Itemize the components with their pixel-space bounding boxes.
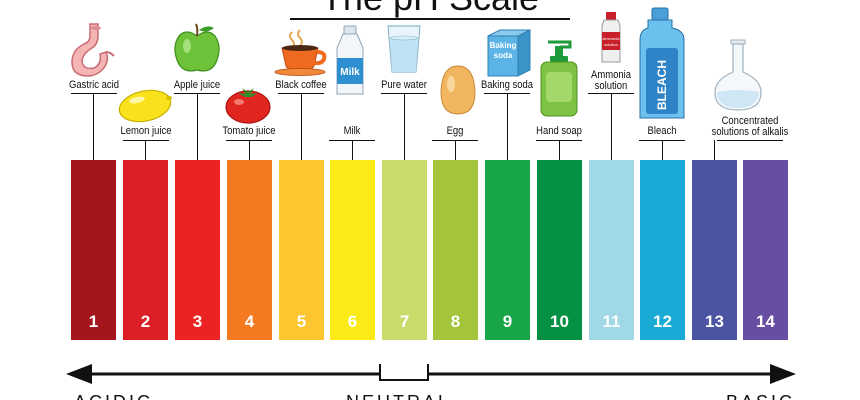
label-hand-soap-connector xyxy=(559,140,560,168)
ph-strip-13: 13 xyxy=(692,160,737,340)
ph-number: 10 xyxy=(550,312,569,331)
label-pure-water: Pure water xyxy=(381,79,427,91)
label-baking-soda: Baking soda xyxy=(480,79,534,91)
ph-number: 5 xyxy=(296,312,307,331)
water-glass-icon xyxy=(387,25,421,73)
baking-soda-box-text-2: soda xyxy=(494,51,513,60)
coffee-cup-icon xyxy=(274,29,327,76)
ph-number: 9 xyxy=(502,312,513,331)
milk-bottle-text: Milk xyxy=(340,67,360,78)
label-concentrated-alkalis-line: solutions of alkalis xyxy=(711,126,789,138)
ph-strip-8: 8 xyxy=(433,160,478,340)
label-black-coffee-connector xyxy=(301,93,302,168)
label-milk: Milk xyxy=(343,125,361,137)
ammonia-bottle-text-2: solution xyxy=(604,42,618,47)
label-bleach: Bleach xyxy=(647,125,677,137)
label-apple-juice-connector xyxy=(197,93,198,168)
label-apple-juice: Apple juice xyxy=(173,79,221,91)
ph-strip-3: 3 xyxy=(175,160,220,340)
ph-strip-7: 7 xyxy=(382,160,427,340)
label-bleach-connector xyxy=(662,140,663,168)
label-tomato-juice: Tomato juice xyxy=(222,125,276,137)
label-tomato-juice-connector xyxy=(249,140,250,168)
ph-strip-2: 2 xyxy=(123,160,168,340)
ph-number: 4 xyxy=(244,312,255,331)
ph-strip-14: 14 xyxy=(743,160,788,340)
ph-number: 14 xyxy=(756,312,775,331)
ph-strip-10: 10 xyxy=(537,160,582,340)
label-baking-soda-connector xyxy=(507,93,508,168)
ph-number: 13 xyxy=(705,312,724,331)
label-egg: Egg xyxy=(446,125,464,137)
tomato-icon xyxy=(225,88,271,124)
stomach-icon xyxy=(71,23,115,77)
ph-number: 8 xyxy=(450,312,461,331)
page-title: The pH Scale xyxy=(290,0,570,18)
ph-strip-1: 1 xyxy=(71,160,116,340)
label-lemon-juice: Lemon juice xyxy=(120,125,172,137)
baking-soda-box-text-1: Baking xyxy=(490,41,517,50)
ph-number: 3 xyxy=(192,312,203,331)
title-underline xyxy=(290,18,570,20)
label-hand-soap: Hand soap xyxy=(536,125,582,137)
flask-icon xyxy=(714,39,762,111)
label-concentrated-alkalis-underline xyxy=(717,140,783,141)
baking-soda-box-icon: Baking soda xyxy=(487,29,531,77)
bleach-bottle-text: BLEACH xyxy=(655,60,669,110)
label-egg-connector xyxy=(455,140,456,168)
ammonia-bottle-icon: Ammonia solution xyxy=(601,12,621,63)
egg-icon xyxy=(440,65,476,115)
ph-strip-9: 9 xyxy=(485,160,530,340)
ph-number: 7 xyxy=(399,312,410,331)
label-black-coffee: Black coffee xyxy=(275,79,327,91)
ph-strip-5: 5 xyxy=(279,160,324,340)
neutral-label: NEUTRAL xyxy=(346,392,451,400)
milk-bottle-icon: Milk xyxy=(336,25,364,95)
label-lemon-juice-connector xyxy=(145,140,146,168)
label-ammonia-solution-line: Ammonia xyxy=(591,69,631,81)
ph-number: 6 xyxy=(347,312,358,331)
label-pure-water-connector xyxy=(404,93,405,168)
label-ammonia-solution: Ammonia solution xyxy=(559,70,662,92)
label-gastric-acid-connector xyxy=(93,93,94,168)
acid-base-arrow xyxy=(66,364,796,384)
ph-number: 1 xyxy=(88,312,99,331)
hand-soap-icon xyxy=(540,40,578,117)
ph-number: 11 xyxy=(602,312,621,331)
ph-strip-6: 6 xyxy=(330,160,375,340)
bleach-bottle-icon: BLEACH xyxy=(639,7,685,119)
acidic-label: ACIDIC xyxy=(74,392,153,400)
ph-strip-11: 11 xyxy=(589,160,634,340)
label-milk-connector xyxy=(352,140,353,168)
ph-strip-12: 12 xyxy=(640,160,685,340)
label-gastric-acid-underline xyxy=(71,93,117,94)
label-gastric-acid: Gastric acid xyxy=(69,79,119,91)
label-ammonia-solution-connector xyxy=(611,93,612,168)
label-lemon-juice-underline xyxy=(123,140,169,141)
label-concentrated-alkalis-connector xyxy=(714,140,715,168)
ph-number: 2 xyxy=(140,312,151,331)
basic-label: BASIC xyxy=(726,392,795,400)
label-concentrated-alkalis: Concentrated solutions of alkalis xyxy=(698,116,801,138)
label-concentrated-alkalis-line: Concentrated xyxy=(721,115,779,127)
ph-strip-4: 4 xyxy=(227,160,272,340)
lemon-icon xyxy=(118,89,172,123)
ammonia-bottle-text-1: Ammonia xyxy=(603,36,621,41)
label-ammonia-solution-line: solution xyxy=(594,80,628,92)
ph-number: 12 xyxy=(653,312,672,331)
green-apple-icon xyxy=(174,23,220,72)
